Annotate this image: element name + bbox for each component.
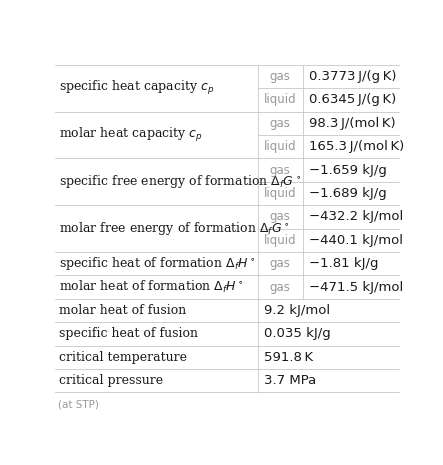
Text: −1.689 kJ/g: −1.689 kJ/g <box>309 187 386 200</box>
Text: liquid: liquid <box>264 93 296 106</box>
Text: specific heat capacity $c_p$: specific heat capacity $c_p$ <box>59 79 215 97</box>
Text: 0.6345 J/(g K): 0.6345 J/(g K) <box>309 93 396 106</box>
Text: −471.5 kJ/mol: −471.5 kJ/mol <box>309 280 403 293</box>
Text: 0.3773 J/(g K): 0.3773 J/(g K) <box>309 70 396 83</box>
Text: liquid: liquid <box>264 234 296 247</box>
Text: specific free energy of formation $\Delta_f G^\circ$: specific free energy of formation $\Delt… <box>59 173 302 190</box>
Text: (at STP): (at STP) <box>58 400 99 410</box>
Text: 98.3 J/(mol K): 98.3 J/(mol K) <box>309 117 395 130</box>
Text: −432.2 kJ/mol: −432.2 kJ/mol <box>309 210 403 223</box>
Text: −440.1 kJ/mol: −440.1 kJ/mol <box>309 234 403 247</box>
Text: specific heat of fusion: specific heat of fusion <box>59 327 198 340</box>
Text: −1.659 kJ/g: −1.659 kJ/g <box>309 164 387 177</box>
Text: gas: gas <box>270 70 291 83</box>
Text: gas: gas <box>270 257 291 270</box>
Text: molar heat of fusion: molar heat of fusion <box>59 304 187 317</box>
Text: 3.7 MPa: 3.7 MPa <box>264 374 316 387</box>
Text: −1.81 kJ/g: −1.81 kJ/g <box>309 257 378 270</box>
Text: 165.3 J/(mol K): 165.3 J/(mol K) <box>309 140 404 153</box>
Text: critical pressure: critical pressure <box>59 374 163 387</box>
Text: critical temperature: critical temperature <box>59 351 187 364</box>
Text: molar free energy of formation $\Delta_f G^\circ$: molar free energy of formation $\Delta_f… <box>59 220 290 237</box>
Text: gas: gas <box>270 164 291 177</box>
Text: gas: gas <box>270 280 291 293</box>
Text: molar heat capacity $c_p$: molar heat capacity $c_p$ <box>59 126 203 144</box>
Text: 0.035 kJ/g: 0.035 kJ/g <box>264 327 331 340</box>
Text: specific heat of formation $\Delta_f H^\circ$: specific heat of formation $\Delta_f H^\… <box>59 255 256 272</box>
Text: 9.2 kJ/mol: 9.2 kJ/mol <box>264 304 330 317</box>
Text: gas: gas <box>270 210 291 223</box>
Text: gas: gas <box>270 117 291 130</box>
Text: molar heat of formation $\Delta_f H^\circ$: molar heat of formation $\Delta_f H^\cir… <box>59 279 245 295</box>
Text: liquid: liquid <box>264 140 296 153</box>
Text: liquid: liquid <box>264 187 296 200</box>
Text: 591.8 K: 591.8 K <box>264 351 313 364</box>
